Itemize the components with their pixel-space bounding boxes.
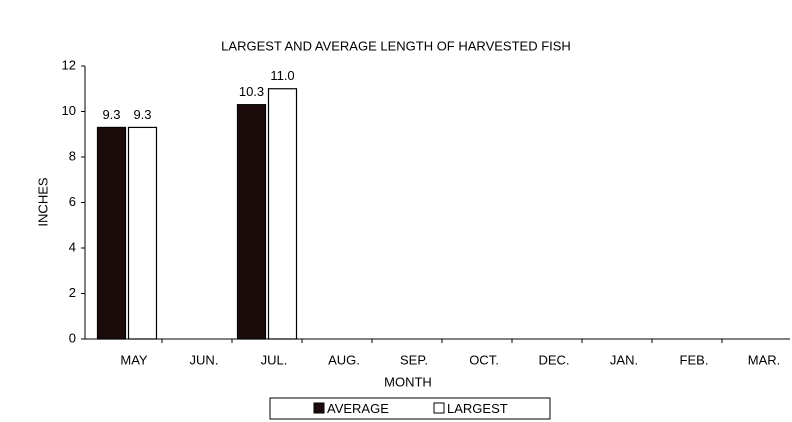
bar bbox=[96, 126, 127, 340]
y-tick-label: 0 bbox=[69, 330, 76, 345]
legend-swatch bbox=[313, 402, 325, 414]
data-label: 9.3 bbox=[102, 107, 120, 122]
bar bbox=[127, 126, 158, 340]
y-axis-label: INCHES bbox=[35, 177, 50, 226]
x-tick-label: OCT. bbox=[469, 352, 499, 367]
y-tick-label: 12 bbox=[62, 57, 76, 72]
x-tick-label: JUN. bbox=[190, 352, 219, 367]
y-tick-label: 8 bbox=[69, 148, 76, 163]
legend-label: LARGEST bbox=[447, 401, 508, 416]
data-label: 9.3 bbox=[133, 107, 151, 122]
data-label: 10.3 bbox=[239, 84, 264, 99]
legend-label: AVERAGE bbox=[327, 401, 389, 416]
x-tick-label: DEC. bbox=[538, 352, 569, 367]
x-tick-label: MAY bbox=[120, 352, 148, 367]
chart-title: LARGEST AND AVERAGE LENGTH OF HARVESTED … bbox=[221, 38, 571, 53]
data-label: 11.0 bbox=[270, 68, 294, 83]
legend-swatch bbox=[433, 402, 445, 414]
y-tick-label: 6 bbox=[69, 194, 76, 209]
x-tick-label: JAN. bbox=[610, 352, 638, 367]
x-tick-label: FEB. bbox=[680, 352, 709, 367]
y-tick-label: 4 bbox=[69, 239, 76, 254]
y-tick-label: 10 bbox=[62, 103, 76, 118]
x-tick-label: JUL. bbox=[261, 352, 288, 367]
x-tick-label: AUG. bbox=[328, 352, 360, 367]
bar bbox=[267, 88, 298, 340]
x-axis-label: MONTH bbox=[384, 374, 432, 389]
bar bbox=[236, 104, 267, 340]
y-tick-label: 2 bbox=[69, 285, 76, 300]
x-tick-label: MAR. bbox=[748, 352, 781, 367]
x-tick-label: SEP. bbox=[400, 352, 428, 367]
legend-box bbox=[269, 397, 551, 420]
